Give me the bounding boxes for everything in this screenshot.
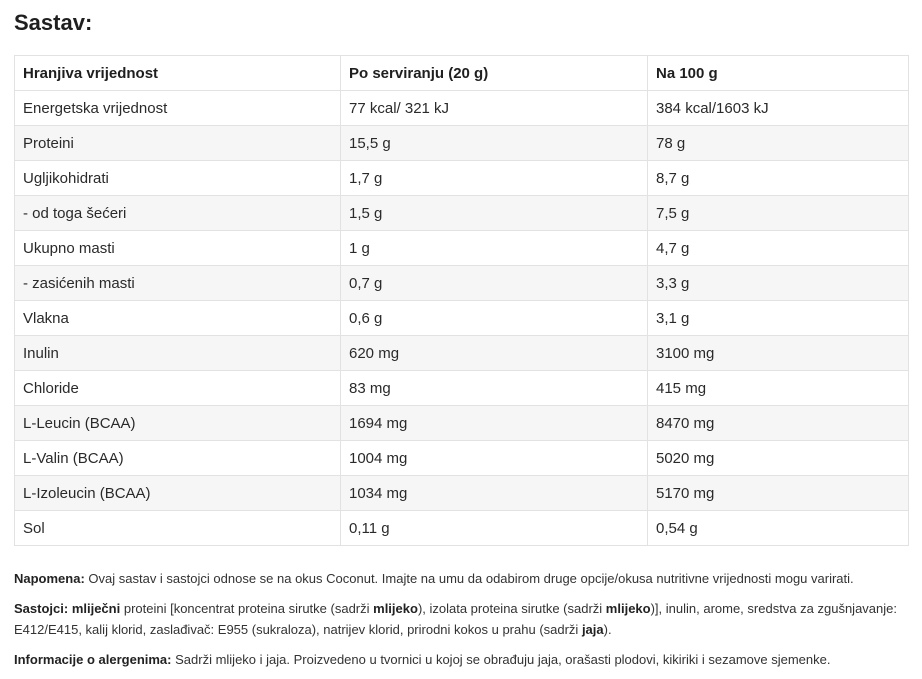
table-row: Vlakna 0,6 g 3,1 g — [14, 300, 909, 336]
cell-per-100g: 415 mg — [647, 370, 909, 406]
cell-per-100g: 7,5 g — [647, 195, 909, 231]
cell-nutrient: - od toga šećeri — [14, 195, 341, 231]
cell-nutrient: Sol — [14, 510, 341, 546]
cell-per-100g: 3,3 g — [647, 265, 909, 301]
cell-nutrient: Chloride — [14, 370, 341, 406]
cell-per-100g: 0,54 g — [647, 510, 909, 546]
cell-per-100g: 384 kcal/1603 kJ — [647, 90, 909, 126]
cell-per-serving: 83 mg — [340, 370, 648, 406]
ingredient-text: )], inulin, arome, sredstva za zgušnjava… — [14, 601, 897, 637]
cell-nutrient: Ugljikohidrati — [14, 160, 341, 196]
cell-per-100g: 8,7 g — [647, 160, 909, 196]
note-napomena-label: Napomena: — [14, 571, 85, 586]
cell-per-100g: 4,7 g — [647, 230, 909, 266]
cell-nutrient: - zasićenih masti — [14, 265, 341, 301]
cell-nutrient: Inulin — [14, 335, 341, 371]
ingredient-text: ). — [603, 622, 612, 637]
cell-per-serving: 0,11 g — [340, 510, 648, 546]
table-row: Ugljikohidrati 1,7 g 8,7 g — [14, 160, 909, 196]
table-row: Sol 0,11 g 0,54 g — [14, 510, 909, 546]
cell-per-100g: 3100 mg — [647, 335, 909, 371]
cell-per-serving: 1 g — [340, 230, 648, 266]
page-title: Sastav: — [14, 10, 93, 35]
cell-nutrient: L-Leucin (BCAA) — [14, 405, 341, 441]
allergen-highlight: mlijeko — [605, 601, 651, 616]
cell-per-100g: 78 g — [647, 125, 909, 161]
note-napomena: Napomena: Ovaj sastav i sastojci odnose … — [14, 568, 914, 589]
note-napomena-text: Ovaj sastav i sastojci odnose se na okus… — [84, 571, 854, 586]
table-row: Inulin 620 mg 3100 mg — [14, 335, 909, 371]
cell-per-serving: 0,6 g — [340, 300, 648, 336]
cell-per-100g: 3,1 g — [647, 300, 909, 336]
cell-nutrient: Proteini — [14, 125, 341, 161]
cell-per-serving: 0,7 g — [340, 265, 648, 301]
column-header-per-100g: Na 100 g — [647, 55, 909, 91]
column-header-nutrient: Hranjiva vrijednost — [14, 55, 341, 91]
cell-per-serving: 15,5 g — [340, 125, 648, 161]
table-row: - zasićenih masti 0,7 g 3,3 g — [14, 265, 909, 301]
table-row: Energetska vrijednost 77 kcal/ 321 kJ 384 … — [14, 90, 909, 126]
note-alergeni: Informacije o alergenima: Sadrži mlijeko… — [14, 649, 914, 670]
table-row: Proteini 15,5 g 78 g — [14, 125, 909, 161]
table-row: L-Valin (BCAA) 1004 mg 5020 mg — [14, 440, 909, 476]
table-row: - od toga šećeri 1,5 g 7,5 g — [14, 195, 909, 231]
note-sastojci-label: Sastojci: — [14, 601, 69, 616]
cell-nutrient: Energetska vrijednost — [14, 90, 341, 126]
notes-section: Napomena: Ovaj sastav i sastojci odnose … — [14, 568, 914, 679]
cell-per-100g: 5170 mg — [647, 475, 909, 511]
table-row: L-Izoleucin (BCAA) 1034 mg 5170 mg — [14, 475, 909, 511]
table-row: Chloride 83 mg 415 mg — [14, 370, 909, 406]
ingredient-highlight: mliječni — [71, 601, 121, 616]
table-header-row: Hranjiva vrijednost Po serviranju (20 g)… — [14, 55, 909, 91]
ingredient-text: proteini [koncentrat proteina sirutke (s… — [120, 601, 374, 616]
cell-per-serving: 620 mg — [340, 335, 648, 371]
table-body: Energetska vrijednost 77 kcal/ 321 kJ 384 … — [14, 90, 909, 546]
note-alergeni-label: Informacije o alergenima: — [14, 652, 172, 667]
cell-per-serving: 1694 mg — [340, 405, 648, 441]
cell-per-100g: 5020 mg — [647, 440, 909, 476]
note-alergeni-text: Sadrži mlijeko i jaja. Proizvedeno u tvo… — [171, 652, 831, 667]
cell-per-100g: 8470 mg — [647, 405, 909, 441]
cell-per-serving: 77 kcal/ 321 kJ — [340, 90, 648, 126]
cell-nutrient: Ukupno masti — [14, 230, 341, 266]
table-row: L-Leucin (BCAA) 1694 mg 8470 mg — [14, 405, 909, 441]
cell-per-serving: 1,5 g — [340, 195, 648, 231]
ingredient-text: ), izolata proteina sirutke (sadrži — [417, 601, 606, 616]
cell-per-serving: 1034 mg — [340, 475, 648, 511]
cell-per-serving: 1004 mg — [340, 440, 648, 476]
column-header-per-serving: Po serviranju (20 g) — [340, 55, 648, 91]
cell-nutrient: L-Izoleucin (BCAA) — [14, 475, 341, 511]
cell-per-serving: 1,7 g — [340, 160, 648, 196]
cell-nutrient: L-Valin (BCAA) — [14, 440, 341, 476]
note-sastojci: Sastojci: mliječni proteini [koncentrat … — [14, 598, 914, 640]
cell-nutrient: Vlakna — [14, 300, 341, 336]
table-row: Ukupno masti 1 g 4,7 g — [14, 230, 909, 266]
allergen-highlight: jaja — [581, 622, 604, 637]
nutrition-table: Hranjiva vrijednost Po serviranju (20 g)… — [14, 55, 909, 546]
allergen-highlight: mlijeko — [373, 601, 418, 616]
